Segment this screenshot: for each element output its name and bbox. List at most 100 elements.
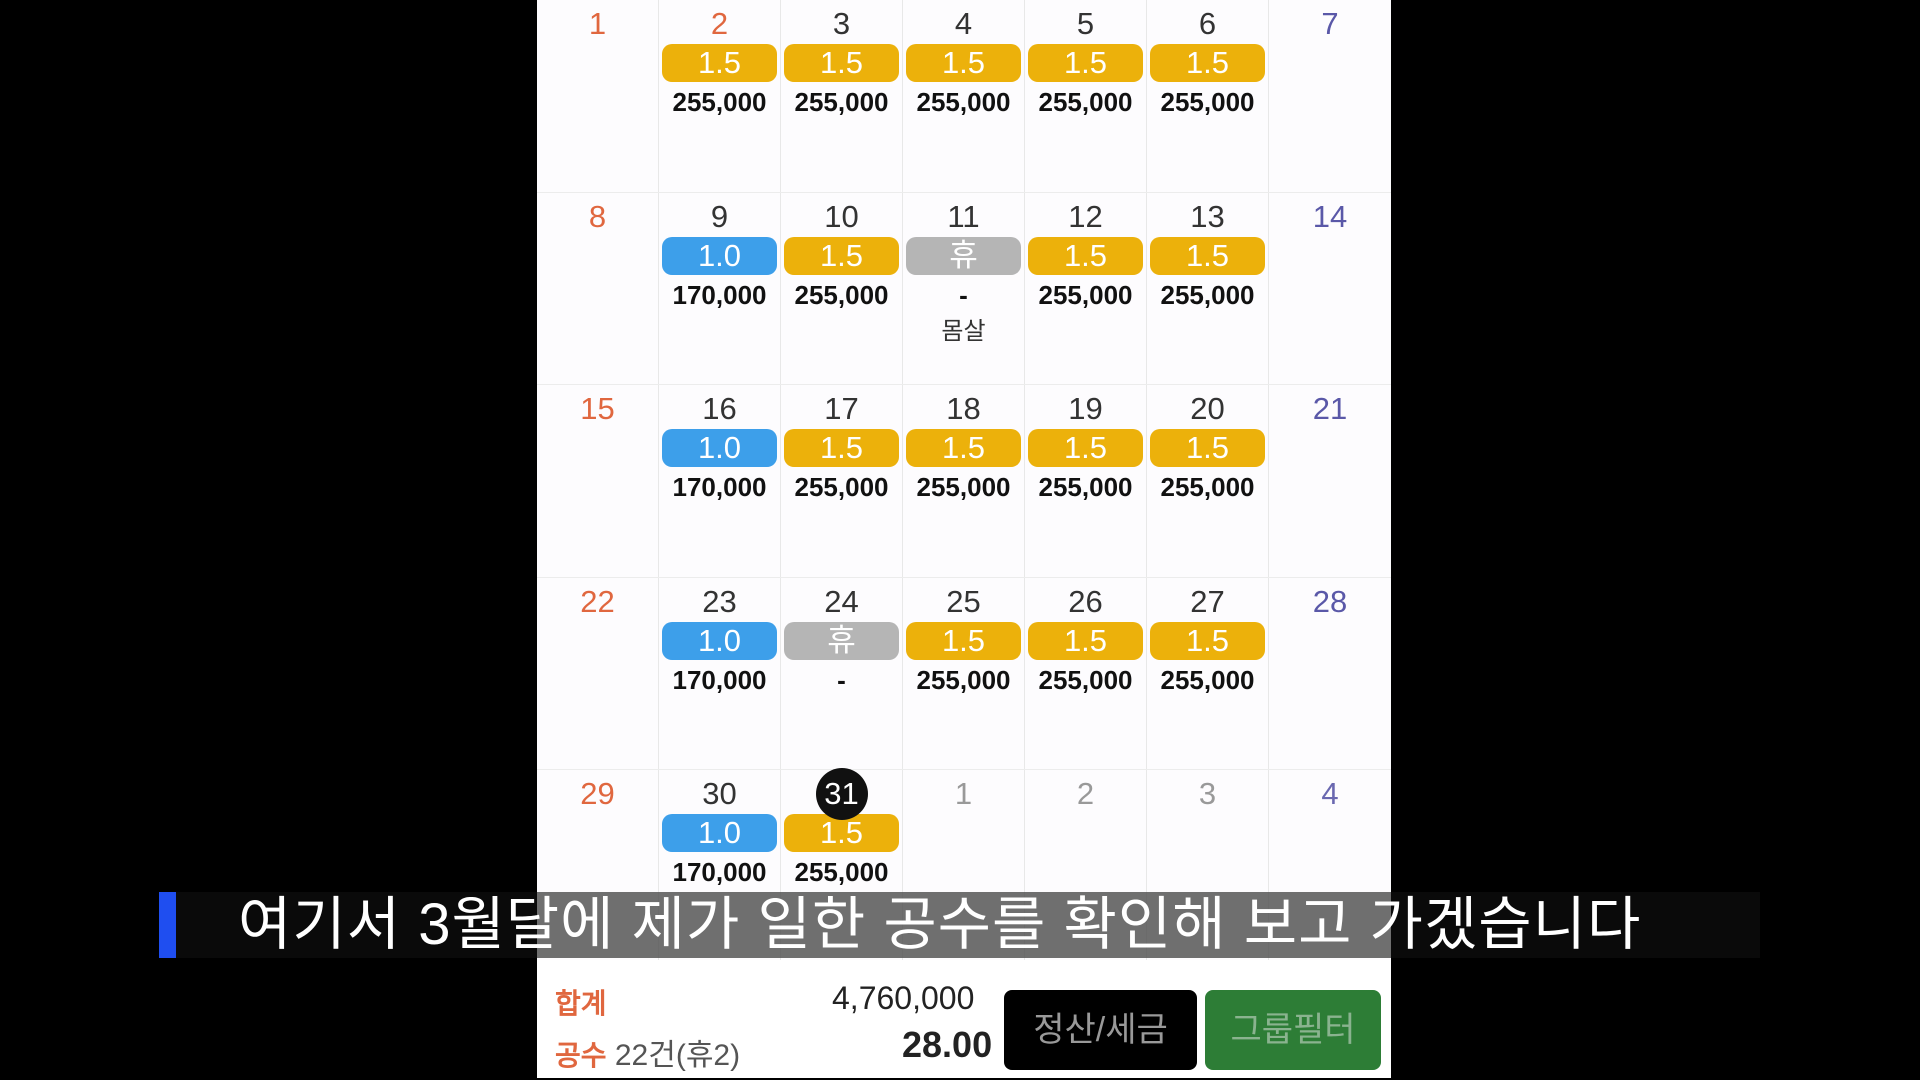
calendar-day-cell[interactable]: 1 [537,0,659,192]
calendar-day-cell[interactable]: 21 [1269,385,1391,577]
work-count-badge: 1.0 [662,429,777,467]
work-count-badge: 휴 [784,621,899,660]
day-number: 28 [1269,584,1391,620]
calendar-day-cell[interactable]: 17 1.5 255,000 [781,385,903,577]
total-value: 4,760,000 [832,980,975,1016]
count-value: 28.00 [902,1024,993,1065]
calendar-day-cell[interactable]: 6 1.5 255,000 [1147,0,1269,192]
calendar-week: 1 2 1.5 255,000 3 1.5 255,000 4 1.5 255,000 5 1.5 25… [537,0,1391,193]
day-number: 17 [781,391,902,427]
daily-amount: 170,000 [672,857,767,887]
day-number: 5 [1025,6,1146,42]
calendar-day-cell[interactable]: 14 [1269,193,1391,385]
work-count-badge: 1.5 [1028,44,1143,82]
daily-amount: 255,000 [794,279,889,310]
calendar-day-cell[interactable]: 4 1.5 255,000 [903,0,1025,192]
calendar-day-cell[interactable]: 20 1.5 255,000 [1147,385,1269,577]
calendar-day-cell[interactable]: 28 [1269,578,1391,770]
calendar-day-cell[interactable]: 2 1.5 255,000 [659,0,781,192]
day-number: 14 [1269,199,1391,235]
calendar-day-cell[interactable]: 25 1.5 255,000 [903,577,1025,769]
calendar-day-cell[interactable]: 1 [903,770,1025,962]
daily-amount: 255,000 [794,472,889,502]
day-number: 12 [1025,199,1146,235]
calendar-day-cell[interactable]: 4 [1269,770,1391,962]
group-filter-button[interactable]: 그룹필터 [1205,990,1381,1070]
calendar-day-cell[interactable]: 9 1.0 170,000 [659,192,781,384]
day-number-text: 30 [702,776,737,811]
daily-amount: 170,000 [672,279,767,310]
work-count-badge: 1.5 [1150,236,1265,275]
daily-amount: - [959,279,968,310]
summary-bar: 합계 4,760,000 공수 22건(휴2) 28.00 정산/세금 그룹필터 [537,960,1391,1078]
daily-amount: 170,000 [672,664,767,695]
work-count-badge: 휴 [906,236,1021,275]
calendar-day-cell[interactable]: 19 1.5 255,000 [1025,385,1147,577]
settlement-tax-button[interactable]: 정산/세금 [1004,990,1197,1070]
day-number: 27 [1147,584,1268,620]
calendar-day-cell[interactable]: 11 휴 - 몸살 [903,192,1025,384]
calendar-day-cell[interactable]: 8 [537,192,659,384]
work-count-badge: 1.0 [662,814,777,852]
calendar-day-cell[interactable]: 7 [1269,0,1391,192]
calendar-day-cell[interactable]: 30 1.0 170,000 [659,770,781,962]
calendar-day-cell[interactable]: 31 1.5 255,000 [781,768,903,962]
calendar-day-cell[interactable]: 13 1.5 255,000 [1147,192,1269,384]
day-number-text: 13 [1190,198,1225,234]
total-label: 합계 [555,988,607,1019]
daily-amount: 255,000 [794,87,889,117]
calendar-day-cell[interactable]: 3 1.5 255,000 [781,0,903,192]
day-number-text: 22 [580,583,615,619]
day-number-text: 3 [832,6,851,41]
daily-amount: 255,000 [1160,279,1255,310]
day-number: 13 [1147,199,1268,235]
work-count-badge: 1.5 [784,814,899,852]
day-number: 11 [903,199,1024,235]
day-number: 24 [781,584,902,620]
calendar-day-cell[interactable]: 3 [1147,770,1269,962]
calendar-day-cell[interactable]: 12 1.5 255,000 [1025,192,1147,384]
day-number-text: 8 [588,198,607,234]
day-number: 19 [1025,391,1146,427]
daily-amount: 255,000 [1038,664,1133,695]
day-number-text: 1 [954,776,973,811]
calendar-week: 29 30 1.0 170,000 31 1.5 255,000 1 2 3 4 [537,768,1391,963]
day-number: 3 [1147,776,1268,812]
calendar-day-cell[interactable]: 27 1.5 255,000 [1147,577,1269,769]
day-number-text: 26 [1068,583,1103,619]
day-number: 2 [1025,776,1146,812]
day-number: 6 [1147,6,1268,42]
calendar-day-cell[interactable]: 5 1.5 255,000 [1025,0,1147,192]
calendar-day-cell[interactable]: 23 1.0 170,000 [659,577,781,769]
day-number: 20 [1147,391,1268,427]
day-number-text: 3 [1198,776,1217,811]
day-number: 26 [1025,584,1146,620]
calendar-day-cell[interactable]: 18 1.5 255,000 [903,385,1025,577]
calendar-day-cell[interactable]: 2 [1025,770,1147,962]
day-number-text: 14 [1312,198,1348,234]
work-count-badge: 1.5 [784,236,899,275]
calendar-day-cell[interactable]: 24 휴 - [781,577,903,769]
day-number-text: 7 [1321,6,1339,41]
daily-amount: 255,000 [916,87,1011,117]
work-count-badge: 1.5 [1150,44,1265,82]
daily-amount: 255,000 [1160,472,1255,502]
day-number-text: 4 [954,6,973,41]
day-number: 1 [537,6,658,42]
day-number: 21 [1269,391,1391,427]
calendar-day-cell[interactable]: 22 [537,577,659,769]
calendar-week: 8 9 1.0 170,000 10 1.5 255,000 11 휴 - 몸살 12 1.5 255,0… [537,192,1391,385]
calendar-day-cell[interactable]: 26 1.5 255,000 [1025,577,1147,769]
calendar-day-cell[interactable]: 15 [537,385,659,577]
calendar-day-cell[interactable]: 10 1.5 255,000 [781,192,903,384]
calendar-day-cell[interactable]: 16 1.0 170,000 [659,385,781,577]
work-count-badge: 1.5 [662,44,777,82]
day-number-text: 2 [1076,776,1095,811]
count-label: 공수 [555,1040,607,1071]
work-count-badge: 1.0 [662,236,777,275]
day-number: 9 [659,199,780,235]
day-number: 8 [537,199,658,235]
calendar-day-cell[interactable]: 29 [537,770,659,962]
day-number: 10 [781,199,902,235]
work-count-badge: 1.0 [662,621,777,660]
